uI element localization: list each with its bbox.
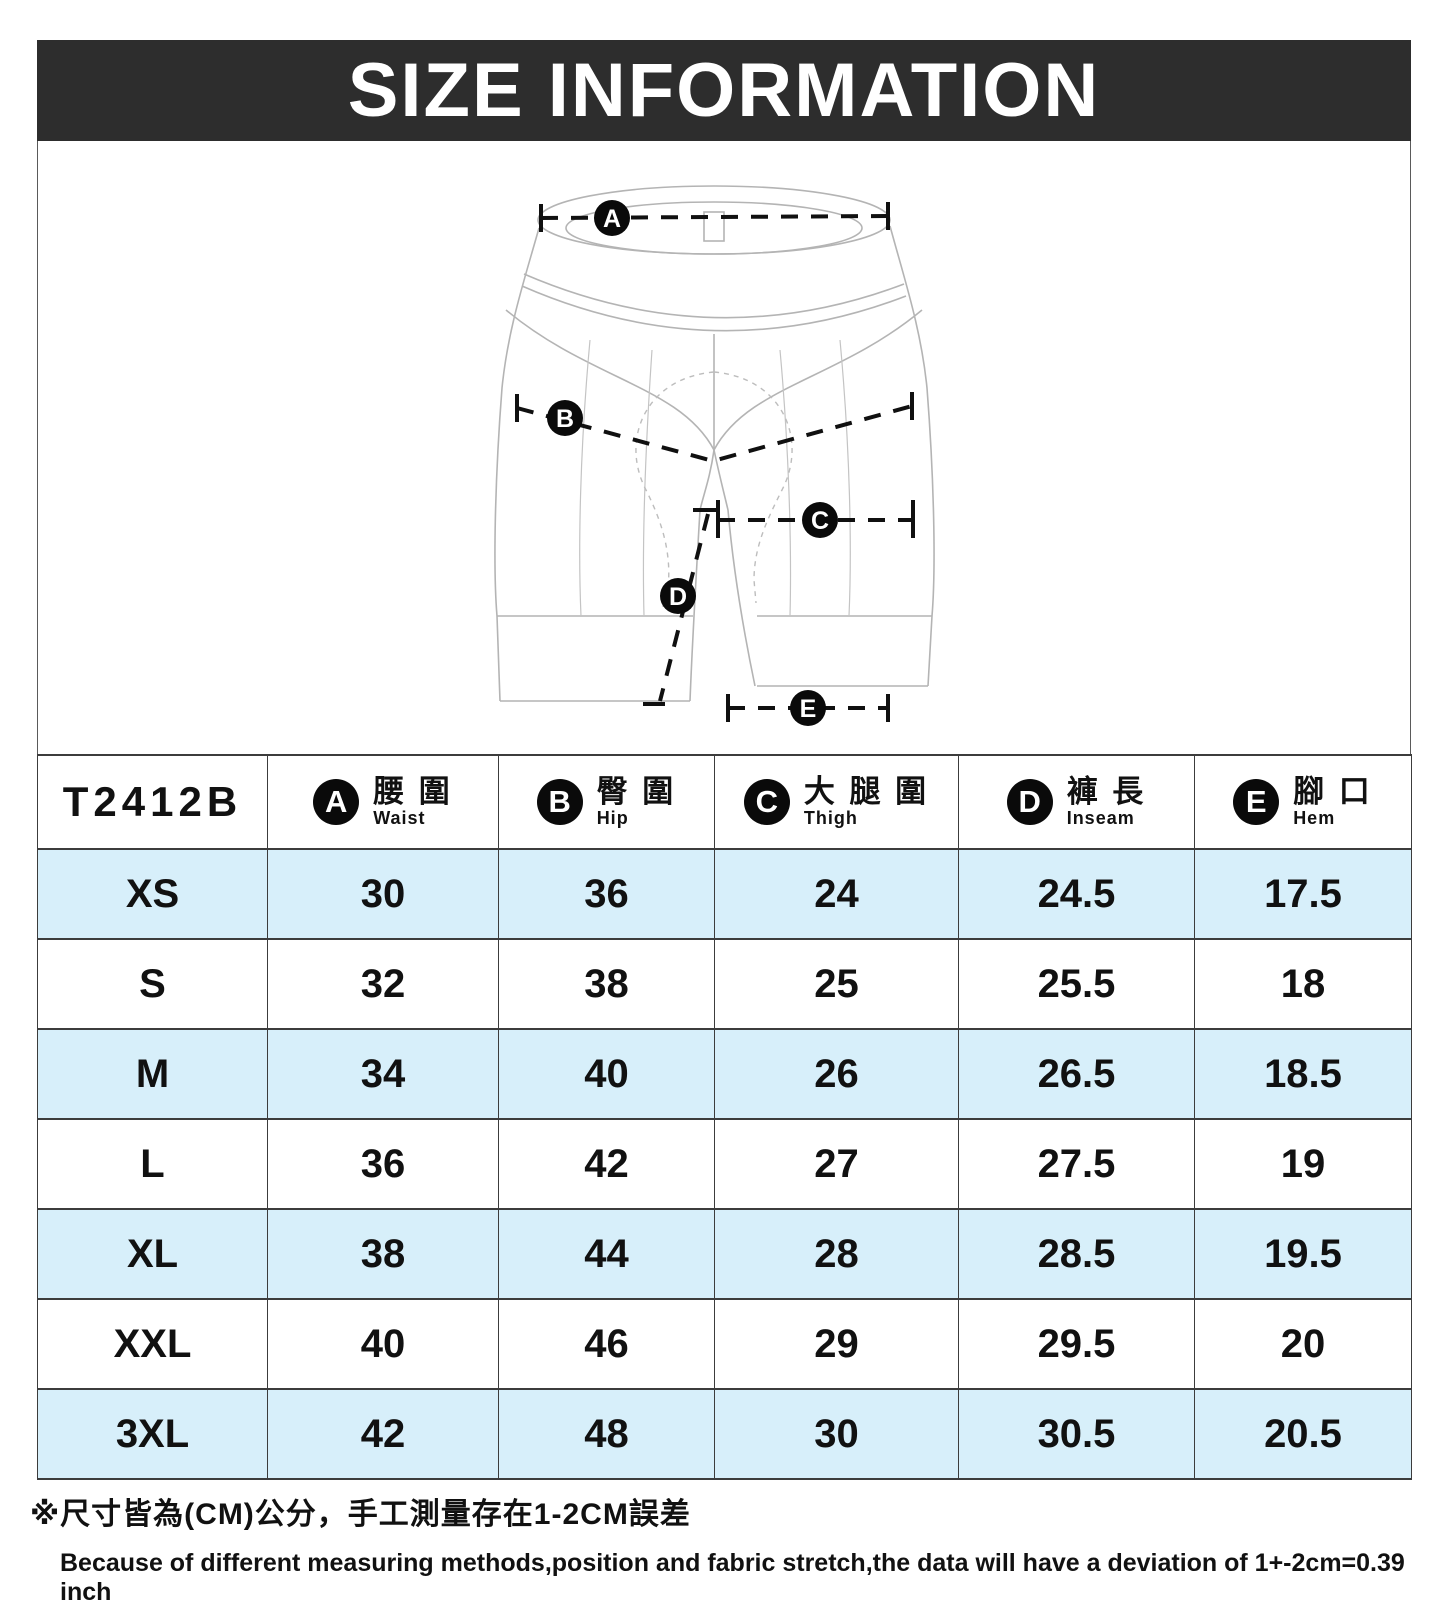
model-number: T2412B <box>62 778 243 825</box>
value-cell: 18 <box>1194 938 1412 1030</box>
value-cell: 28.5 <box>958 1208 1195 1300</box>
marker-a-icon: A <box>313 779 360 825</box>
marker-d-label: D <box>669 583 687 611</box>
column-label-en: Thigh <box>803 807 858 828</box>
table-row: L 36 42 27 27.5 19 <box>37 1118 1412 1210</box>
column-header-hip: B 臀 圍 Hip <box>498 754 715 850</box>
marker-b-icon <box>547 400 583 436</box>
column-header-waist: A 腰 圍 Waist <box>267 754 499 850</box>
size-label: XXL <box>37 1298 268 1390</box>
value-cell: 38 <box>498 938 715 1030</box>
table-row: M 34 40 26 26.5 18.5 <box>37 1028 1412 1120</box>
value-cell: 40 <box>498 1028 715 1120</box>
value-cell: 34 <box>267 1028 499 1120</box>
size-label: 3XL <box>37 1388 268 1480</box>
column-label-zh: 臀 圍 <box>596 774 677 810</box>
size-label: L <box>37 1118 268 1210</box>
value-cell: 38 <box>267 1208 499 1300</box>
value-cell: 48 <box>498 1388 715 1480</box>
footnote-chinese: ※尺寸皆為(CM)公分，手工測量存在1-2CM誤差 <box>30 1498 691 1531</box>
value-cell: 26 <box>714 1028 959 1120</box>
marker-e-icon: E <box>1233 779 1280 825</box>
size-label: S <box>37 938 268 1030</box>
size-label: XS <box>37 848 268 940</box>
column-label-en: Waist <box>373 807 426 828</box>
value-cell: 26.5 <box>958 1028 1195 1120</box>
column-label-zh: 褲 長 <box>1066 774 1147 810</box>
column-label-zh: 大 腿 圍 <box>803 774 930 810</box>
size-label: M <box>37 1028 268 1120</box>
value-cell: 19.5 <box>1194 1208 1412 1300</box>
table-row: XS 30 36 24 24.5 17.5 <box>37 848 1412 940</box>
shorts-measurement-diagram: A B C D <box>494 185 935 726</box>
value-cell: 17.5 <box>1194 848 1412 940</box>
value-cell: 28 <box>714 1208 959 1300</box>
marker-e-icon <box>790 690 826 726</box>
marker-e-label: E <box>800 695 817 723</box>
marker-c-icon: C <box>743 779 790 825</box>
marker-b-icon: B <box>536 779 583 825</box>
value-cell: 30 <box>267 848 499 940</box>
marker-a-label: A <box>603 205 621 233</box>
value-cell: 36 <box>267 1118 499 1210</box>
value-cell: 44 <box>498 1208 715 1300</box>
value-cell: 18.5 <box>1194 1028 1412 1120</box>
column-label-en: Hem <box>1293 807 1336 828</box>
value-cell: 25.5 <box>958 938 1195 1030</box>
value-cell: 20 <box>1194 1298 1412 1390</box>
measure-line-waist: A <box>539 200 890 236</box>
marker-d-icon: D <box>1006 779 1053 825</box>
value-cell: 20.5 <box>1194 1388 1412 1480</box>
footnote-english: Because of different measuring methods,p… <box>60 1549 1405 1601</box>
value-cell: 27 <box>714 1118 959 1210</box>
value-cell: 40 <box>267 1298 499 1390</box>
value-cell: 24.5 <box>958 848 1195 940</box>
table-row: S 32 38 25 25.5 18 <box>37 938 1412 1030</box>
value-cell: 36 <box>498 848 715 940</box>
measure-line-thigh: C <box>716 500 915 538</box>
column-header-hem: E 腳 口 Hem <box>1194 754 1412 850</box>
table-row: 3XL 42 48 30 30.5 20.5 <box>37 1388 1412 1480</box>
column-header-inseam: D 褲 長 Inseam <box>958 754 1195 850</box>
value-cell: 32 <box>267 938 499 1030</box>
value-cell: 30.5 <box>958 1388 1195 1480</box>
value-cell: 46 <box>498 1298 715 1390</box>
marker-c-label: C <box>811 507 829 535</box>
page-title: SIZE INFORMATION <box>347 47 1101 133</box>
value-cell: 25 <box>714 938 959 1030</box>
marker-a-icon <box>594 200 630 236</box>
marker-d-icon <box>660 578 696 614</box>
marker-b-label: B <box>556 405 574 433</box>
column-label-zh: 腰 圍 <box>373 774 453 810</box>
value-cell: 42 <box>267 1388 499 1480</box>
value-cell: 42 <box>498 1118 715 1210</box>
value-cell: 24 <box>714 848 959 940</box>
measure-line-hem: E <box>726 690 890 726</box>
table-row: XL 38 44 28 28.5 19.5 <box>37 1208 1412 1300</box>
measure-line-hip: B <box>515 392 914 464</box>
model-cell: T2412B <box>37 754 268 850</box>
value-cell: 19 <box>1194 1118 1412 1210</box>
value-cell: 30 <box>714 1388 959 1480</box>
size-table: T2412B A 腰 圍 Waist B 臀 圍 Hip C 大 腿 圍 Thi… <box>37 754 1412 1480</box>
value-cell: 29.5 <box>958 1298 1195 1390</box>
table-row: XXL 40 46 29 29.5 20 <box>37 1298 1412 1390</box>
title-bar: SIZE INFORMATION <box>37 40 1411 141</box>
shorts-outline-art <box>494 185 935 702</box>
marker-c-icon <box>802 502 838 538</box>
measure-line-inseam: D <box>643 508 717 706</box>
column-label-en: Inseam <box>1066 807 1135 828</box>
table-header-row: T2412B A 腰 圍 Waist B 臀 圍 Hip C 大 腿 圍 Thi… <box>37 754 1412 850</box>
column-header-thigh: C 大 腿 圍 Thigh <box>714 754 959 850</box>
size-label: XL <box>37 1208 268 1300</box>
value-cell: 27.5 <box>958 1118 1195 1210</box>
value-cell: 29 <box>714 1298 959 1390</box>
column-label-zh: 腳 口 <box>1293 774 1373 810</box>
column-label-en: Hip <box>596 807 629 828</box>
